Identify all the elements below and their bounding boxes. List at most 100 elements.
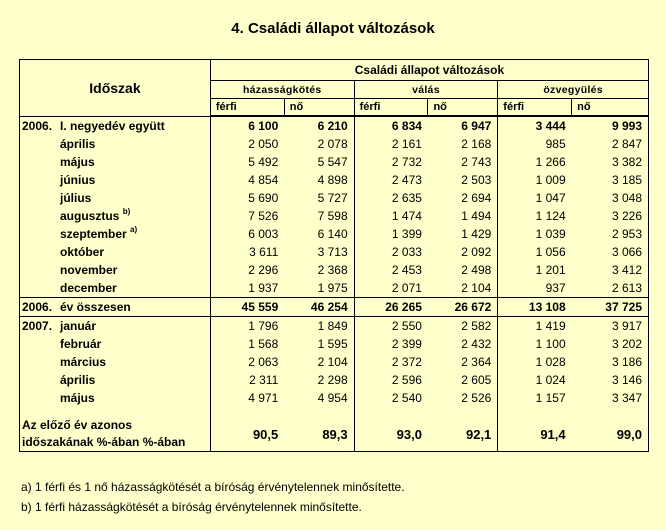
percent-cell: 92,1: [427, 417, 498, 452]
table-cell: 2 311: [209, 371, 285, 389]
table-cell: 1 494: [461, 209, 492, 223]
table-cell: 2 399: [353, 335, 428, 353]
table-row: november 2 296 2 368 2 453 2 498 1 201 3 412: [19, 261, 649, 279]
row-period: május: [60, 391, 95, 405]
percent-cell: 91,4: [497, 417, 572, 452]
group-header: Családi állapot változások: [209, 59, 650, 81]
subgroup-header-marriage: házasságkötés: [209, 80, 355, 99]
table-cell: 6 140: [317, 227, 348, 241]
table-cell: 4 971: [209, 389, 285, 407]
table-cell: 2 694: [461, 191, 492, 205]
table-row: március 2 063 2 104 2 372 2 364 1 028 3 186: [19, 353, 649, 371]
table-cell: 4 854: [209, 171, 285, 189]
percent-row-label: Az előző év azonos időszakának %-ában %-á…: [19, 417, 211, 452]
table-cell: 1 937: [209, 279, 285, 298]
table-cell: 3 048: [571, 189, 649, 207]
table-cell: 2 596: [353, 371, 428, 389]
table-cell: 7 526: [209, 207, 285, 225]
percent-row: Az előző év azonos időszakának %-ában %-á…: [19, 417, 649, 452]
percent-label-line2: időszakának %-ában %-ában: [22, 435, 186, 449]
table-cell: 2 033: [353, 243, 428, 261]
table-cell: 2 104: [461, 281, 492, 295]
table-cell: 2 847: [571, 135, 649, 153]
table-cell: 2 473: [353, 171, 428, 189]
table-cell: 2 092: [461, 245, 492, 259]
row-period: június: [60, 173, 96, 187]
percent-label-line1: Az előző év azonos: [22, 418, 133, 432]
table-cell: 1 028: [497, 353, 572, 371]
row-label: 2007. január: [19, 316, 211, 335]
table-row: 2007. január 1 796 1 849 2 550 2 582 1 419 3 91…: [19, 316, 649, 335]
percent-cell: 99,0: [571, 417, 649, 452]
table-cell: 5 492: [209, 153, 285, 171]
row-period: április: [60, 373, 96, 387]
row-period: április: [60, 137, 96, 151]
table-cell: 2 953: [571, 225, 649, 243]
table-cell: 4 898: [317, 173, 348, 187]
table-cell: 1 047: [497, 189, 572, 207]
table-cell: 2 078: [317, 137, 348, 151]
table-row: augusztus b) 7 526 7 598 1 474 1 494 1 124 3 2…: [19, 207, 649, 225]
table-cell: 9 993: [571, 116, 649, 135]
table-cell: 1 474: [353, 207, 428, 225]
table-cell: 7 598: [317, 209, 348, 223]
table-cell: 2 364: [461, 355, 492, 369]
table-row: június 4 854 4 898 2 473 2 503 1 009 3 185: [19, 171, 649, 189]
table-cell: 37 725: [571, 297, 649, 317]
footnote-b: b) 1 férfi házasságkötését a bíróság érv…: [21, 500, 362, 514]
table-cell: 2 613: [571, 279, 649, 298]
sex-header: férfi: [497, 98, 572, 117]
table-row: 2006. év összesen 45 559 46 254 26 265 26 672…: [19, 297, 649, 317]
table-cell: 937: [497, 279, 572, 298]
footnote-a: a) 1 férfi és 1 nő házasságkötését a bír…: [21, 480, 405, 494]
sex-header: nő: [427, 98, 498, 117]
table-cell: 1 266: [497, 153, 572, 171]
table-cell: 1 056: [497, 243, 572, 261]
table-cell: 5 727: [317, 191, 348, 205]
table-cell: 2 296: [209, 261, 285, 279]
table-row: február 1 568 1 595 2 399 2 432 1 100 3 202: [19, 335, 649, 353]
table-cell: 1 100: [497, 335, 572, 353]
period-header: Időszak: [19, 59, 211, 117]
sex-header: férfi: [209, 98, 285, 117]
row-label: június: [19, 171, 211, 189]
percent-cell: 89,3: [284, 417, 355, 452]
table-cell: 3 146: [571, 371, 649, 389]
footnote-ref: a): [130, 225, 138, 234]
table-cell: 1 849: [317, 319, 348, 333]
table-cell: 2 298: [317, 373, 348, 387]
table-cell: 2 526: [461, 391, 492, 405]
table-cell: 3 444: [497, 116, 572, 135]
sex-header: nő: [571, 98, 649, 117]
subgroup-header-divorce: válás: [353, 80, 499, 99]
table-cell: 1 975: [317, 281, 348, 295]
table-cell: 2 743: [461, 155, 492, 169]
table-cell: 1 399: [353, 225, 428, 243]
row-label: augusztus b): [19, 207, 211, 225]
table-cell: 45 559: [209, 297, 285, 317]
table-cell: 2 503: [461, 173, 492, 187]
table-cell: 2 372: [353, 353, 428, 371]
table-cell: 6 100: [209, 116, 285, 135]
row-label: november: [19, 261, 211, 279]
table-cell: 3 713: [317, 245, 348, 259]
table-cell: 1 419: [497, 316, 572, 335]
sex-header: nő: [283, 98, 355, 117]
table-cell: 6 947: [461, 119, 492, 133]
table-cell: 1 157: [497, 389, 572, 407]
footnote-ref: b): [122, 207, 131, 216]
table-cell: 3 382: [571, 153, 649, 171]
sex-header: férfi: [353, 98, 428, 117]
row-label: április: [19, 135, 211, 153]
row-label: február: [19, 335, 211, 353]
table-cell: 13 108: [497, 297, 572, 317]
row-label: április: [19, 371, 211, 389]
table-row: december 1 937 1 975 2 071 2 104 937 2 613: [19, 279, 649, 298]
table-cell: 3 186: [571, 353, 649, 371]
table-cell: 2 168: [461, 137, 492, 151]
row-period: augusztus: [60, 209, 120, 223]
row-label: 2006. év összesen: [19, 297, 211, 317]
subgroup-header-widowhood: özvegyülés: [497, 80, 649, 99]
table-cell: 1 024: [497, 371, 572, 389]
table-row: október 3 611 3 713 2 033 2 092 1 056 3 066: [19, 243, 649, 261]
